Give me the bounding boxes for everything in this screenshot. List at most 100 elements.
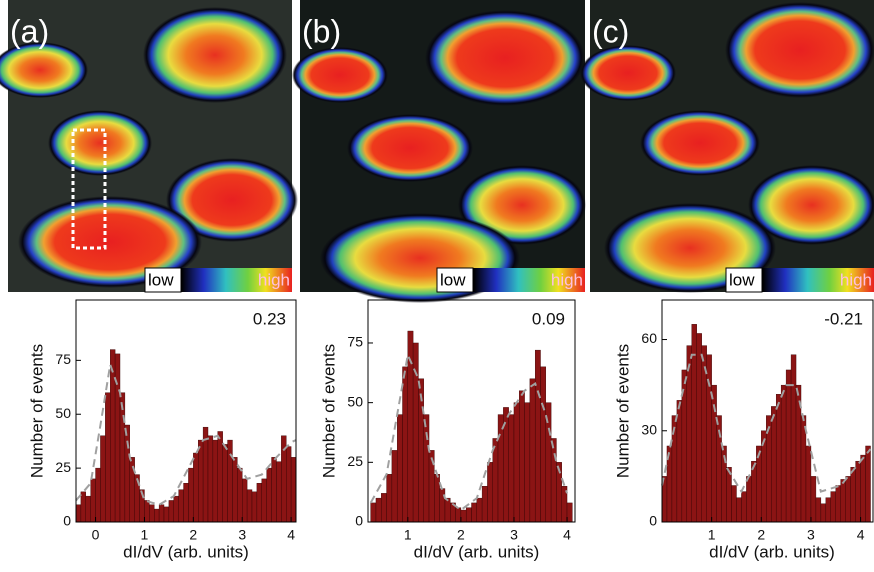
- colorbar-high: high: [551, 270, 583, 289]
- x-tick-label: 1: [708, 527, 716, 543]
- bar: [529, 378, 536, 523]
- bar: [825, 497, 831, 523]
- plot-frame: [367, 299, 576, 523]
- y-tick-label: 75: [347, 334, 363, 350]
- annotation: 0.09: [532, 309, 565, 328]
- bar: [423, 414, 430, 523]
- bar: [519, 390, 525, 523]
- bar: [217, 431, 223, 523]
- y-tick-label: 0: [63, 513, 71, 529]
- y-tick-label: 0: [649, 513, 657, 529]
- bar: [550, 438, 557, 523]
- bar: [90, 478, 96, 523]
- y-tick-label: 25: [347, 453, 363, 469]
- bar: [212, 439, 218, 523]
- bar: [524, 402, 531, 523]
- colorbar-high: high: [258, 270, 290, 289]
- bar: [261, 478, 267, 523]
- bar: [256, 483, 262, 523]
- bar: [237, 467, 243, 523]
- bar: [815, 497, 822, 523]
- y-axis-label: Number of events: [27, 344, 46, 478]
- bar: [396, 414, 403, 523]
- bar: [183, 483, 189, 523]
- panel-label: (b): [302, 13, 341, 49]
- bar: [465, 507, 472, 523]
- bar: [119, 392, 126, 523]
- x-axis-label: dI/dV (arb. units): [414, 542, 540, 561]
- panel-label: (c): [592, 13, 629, 49]
- bar: [168, 500, 174, 523]
- bar: [855, 460, 861, 523]
- bar: [845, 476, 851, 523]
- x-tick-label: 1: [404, 527, 412, 543]
- bar: [80, 491, 86, 523]
- bar: [508, 414, 515, 523]
- bar: [188, 467, 194, 523]
- fit-curve: [369, 351, 568, 512]
- x-tick-label: 4: [563, 527, 571, 543]
- bar: [251, 491, 258, 523]
- bar: [381, 493, 387, 523]
- x-axis-label: dI/dV (arb. units): [709, 542, 835, 561]
- bar: [193, 452, 199, 523]
- bar: [207, 435, 214, 523]
- bar: [202, 426, 209, 523]
- x-axis-label: dI/dV (arb. units): [123, 542, 249, 561]
- x-tick-label: 1: [141, 527, 149, 543]
- bar: [726, 467, 732, 523]
- bar: [434, 474, 440, 523]
- bar: [439, 488, 446, 523]
- image-a: (a) low high: [0, 0, 298, 293]
- bar: [481, 485, 488, 523]
- bar: [476, 497, 483, 523]
- plot-frame: [75, 299, 297, 523]
- x-tick-label: 0: [92, 527, 100, 543]
- bar: [370, 502, 377, 523]
- y-tick-label: 50: [55, 405, 71, 421]
- bar: [455, 507, 462, 523]
- y-axis-label: Number of events: [319, 344, 338, 478]
- bar: [865, 445, 871, 523]
- bar: [158, 504, 165, 523]
- bar: [835, 485, 841, 523]
- bar: [105, 392, 111, 523]
- bar: [85, 495, 91, 523]
- y-tick-label: 30: [641, 421, 657, 437]
- bar: [840, 479, 846, 523]
- bar: [860, 454, 866, 523]
- bar: [402, 366, 409, 523]
- bar: [534, 349, 541, 523]
- plot-frame: [661, 299, 874, 523]
- bar: [198, 439, 204, 523]
- bar: [540, 366, 547, 523]
- panel-label: (a): [10, 13, 49, 49]
- bar: [75, 504, 82, 523]
- bar: [276, 461, 282, 523]
- bar: [163, 506, 170, 523]
- y-axis-label: Number of events: [613, 344, 632, 478]
- colorbar-low: low: [440, 270, 466, 289]
- bar: [736, 497, 742, 523]
- bar: [290, 457, 297, 523]
- bar: [242, 478, 248, 523]
- bar: [246, 489, 253, 523]
- bar: [144, 500, 150, 523]
- bar: [820, 503, 827, 523]
- x-tick-label: 3: [807, 527, 815, 543]
- bar: [785, 369, 792, 523]
- bar: [149, 504, 155, 523]
- bar: [780, 384, 787, 523]
- bar: [391, 450, 398, 523]
- bar: [110, 349, 116, 523]
- bar: [775, 394, 782, 523]
- bar: [386, 474, 393, 523]
- bar: [232, 457, 238, 523]
- x-tick-label: 2: [457, 527, 465, 543]
- annotation: -0.21: [824, 309, 863, 328]
- bar: [566, 502, 573, 523]
- bar: [686, 345, 692, 523]
- bar: [805, 445, 812, 523]
- bar: [154, 508, 160, 523]
